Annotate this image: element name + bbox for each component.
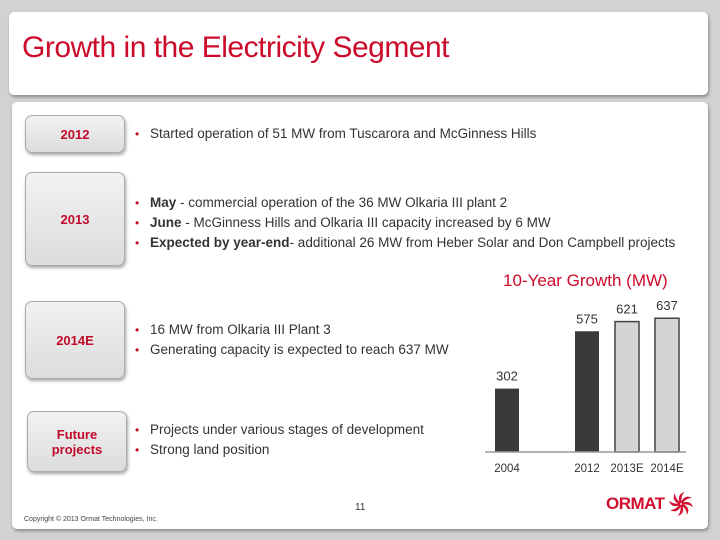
bar-chart: 302 2004 575 2012 621 2013E 637 2014E <box>485 298 686 475</box>
bullet-icon: • <box>135 343 140 357</box>
bullet-text: Projects under various stages of develop… <box>150 422 424 437</box>
x-tick-label: 2004 <box>494 463 520 475</box>
bar-2013E <box>614 320 640 453</box>
x-tick-label: 2012 <box>574 463 600 475</box>
year-box-future: Future projects <box>27 411 127 472</box>
bullet-item: • Projects under various stages of develo… <box>135 422 424 437</box>
bullet-icon: • <box>135 127 140 141</box>
year-box-2012: 2012 <box>25 115 125 153</box>
bullet-text: - additional 26 MW from Heber Solar and … <box>289 235 676 250</box>
bullet-text: 16 MW from Olkaria III Plant 3 <box>150 322 331 337</box>
bullet-bold: June <box>150 215 182 230</box>
bullet-text: Strong land position <box>150 442 270 457</box>
bullet-item: • Expected by year-end- additional 26 MW … <box>135 235 675 250</box>
bullet-item: • Generating capacity is expected to reac… <box>135 342 449 357</box>
data-label: 575 <box>576 311 598 326</box>
bullet-bold: May <box>150 195 177 210</box>
data-label: 637 <box>656 298 678 313</box>
ormat-swirl-icon <box>668 491 693 517</box>
bullet-item: • Strong land position <box>135 442 269 457</box>
x-tick-label: 2014E <box>650 463 684 475</box>
x-tick-label: 2013E <box>610 463 644 475</box>
bar-2012 <box>575 331 599 452</box>
chart-title: 10-Year Growth (MW) <box>503 271 668 290</box>
slide-title: Growth in the Electricity Segment <box>22 31 450 64</box>
bullet-item: • May - commercial operation of the 36 MW… <box>135 195 507 210</box>
bullet-item: • Started operation of 51 MW from Tuscaro… <box>135 126 536 141</box>
bullet-item: • June - McGinness Hills and Olkaria III … <box>135 215 551 230</box>
logo-text: ORMAT <box>606 494 665 513</box>
bullet-bold: Expected by year-end <box>150 235 290 250</box>
bullet-text: Started operation of 51 MW from Tuscaror… <box>150 126 537 141</box>
bullet-icon: • <box>135 323 140 337</box>
bullet-icon: • <box>135 236 140 250</box>
page-number: 11 <box>355 502 366 513</box>
year-box-2014e: 2014E <box>25 301 125 379</box>
bullet-icon: • <box>135 196 140 210</box>
bar-2004 <box>495 388 519 452</box>
copyright: Copyright © 2013 Ormat Technologies, Inc… <box>24 516 158 523</box>
bullet-text: Generating capacity is expected to reach… <box>150 342 449 357</box>
bar-2014E <box>654 317 680 453</box>
ormat-logo: ORMAT <box>606 491 694 517</box>
bullet-icon: • <box>135 443 140 457</box>
bullet-text: - McGinness Hills and Olkaria III capaci… <box>181 215 551 230</box>
bullet-text: - commercial operation of the 36 MW Olka… <box>176 195 508 210</box>
bullet-icon: • <box>135 216 140 230</box>
content-panel <box>12 102 708 529</box>
bullet-icon: • <box>135 423 140 437</box>
year-box-2013: 2013 <box>25 172 125 266</box>
data-label: 621 <box>616 302 638 317</box>
bullet-item: • 16 MW from Olkaria III Plant 3 <box>135 322 331 337</box>
title-panel: Growth in the Electricity Segment <box>9 12 708 95</box>
data-label: 302 <box>496 369 518 384</box>
